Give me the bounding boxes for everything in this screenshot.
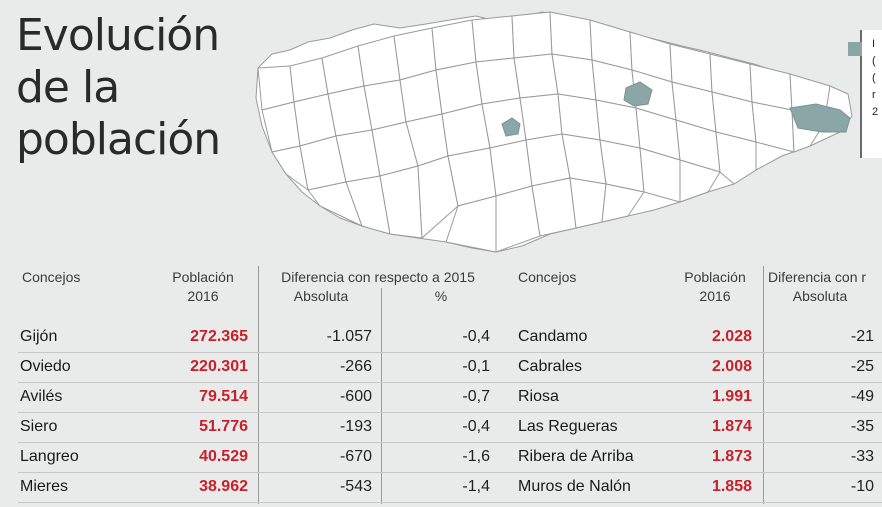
table-row: Langreo 40.529 -670 -1,6 Ribera de Arrib… (0, 442, 882, 472)
absolute-diff: -25 (850, 358, 874, 375)
table-row: Mieres 38.962 -543 -1,4 Muros de Nalón 1… (0, 472, 882, 502)
population-value: 51.776 (199, 418, 248, 435)
concejo-name: Langreo (20, 448, 79, 465)
header-absoluta-left: Absoluta (293, 288, 349, 304)
row-divider (18, 442, 882, 443)
row-divider (18, 412, 882, 413)
absolute-diff: -35 (850, 418, 874, 435)
table-row: Siero 51.776 -193 -0,4 Las Regueras 1.87… (0, 412, 882, 442)
header-poblacion-right-line1: Población (684, 269, 746, 285)
population-value: 220.301 (190, 358, 248, 375)
population-value: 1.991 (711, 388, 752, 405)
absolute-diff: -33 (850, 448, 874, 465)
population-value: 79.514 (199, 388, 248, 405)
population-value: 2.008 (711, 358, 752, 375)
concejo-name: Candamo (518, 328, 588, 345)
percent-diff: -1,4 (462, 478, 490, 495)
percent-diff: -0,4 (462, 418, 490, 435)
highlight-cabrales (789, 103, 851, 133)
absolute-diff: -1.057 (326, 328, 372, 345)
header-poblacion-right: Población 2016 (670, 268, 760, 306)
title-line-1: Evolución (16, 10, 220, 61)
legend-line-1: I (872, 38, 876, 50)
column-divider (763, 266, 764, 504)
table-row: Oviedo 220.301 -266 -0,1 Cabrales 2.008 … (0, 352, 882, 382)
legend-text: I ( ( r 2 (872, 36, 878, 121)
percent-diff: -0,7 (462, 388, 490, 405)
absolute-diff: -600 (339, 388, 372, 405)
header-diferencia-right: Diferencia con r (768, 269, 867, 285)
header-poblacion-right-line2: 2016 (699, 288, 731, 304)
row-divider (18, 382, 882, 383)
title-line-2: de la (16, 62, 120, 113)
concejo-name: Las Regueras (518, 418, 618, 435)
row-divider (18, 502, 882, 503)
column-divider (381, 288, 382, 504)
absolute-diff: -543 (339, 478, 372, 495)
highlight-riosa (623, 81, 653, 107)
population-value: 2.028 (711, 328, 752, 345)
legend-line-3: ( (872, 72, 876, 84)
row-divider (18, 472, 882, 473)
concejo-name: Oviedo (20, 358, 71, 375)
header-absoluta-right: Absoluta (792, 288, 848, 304)
header-percent-left: % (434, 288, 448, 304)
concejo-name: Siero (20, 418, 58, 435)
table-row: Avilés 79.514 -600 -0,7 Riosa 1.991 -49 (0, 382, 882, 412)
concejo-name: Avilés (20, 388, 63, 405)
legend-line-2: ( (872, 55, 876, 67)
legend-line-4: r (872, 89, 876, 101)
absolute-diff: -21 (850, 328, 874, 345)
legend-swatch (848, 42, 862, 56)
population-value: 38.962 (199, 478, 248, 495)
header-diferencia-left: Diferencia con respecto a 2015 (281, 269, 475, 285)
title-line-3: población (16, 114, 221, 165)
population-value: 40.529 (199, 448, 248, 465)
population-value: 1.874 (711, 418, 752, 435)
percent-diff: -0,4 (462, 328, 490, 345)
absolute-diff: -193 (339, 418, 372, 435)
absolute-diff: -670 (339, 448, 372, 465)
concejo-name: Cabrales (518, 358, 583, 375)
header-poblacion-left-line2: 2016 (187, 288, 219, 304)
table-row: Gijón 272.365 -1.057 -0,4 Candamo 2.028 … (0, 322, 882, 352)
header-concejos-left: Concejos (22, 269, 81, 285)
legend-box (860, 30, 882, 158)
absolute-diff: -10 (850, 478, 874, 495)
page-title: Evolución de la población (16, 10, 221, 166)
percent-diff: -1,6 (462, 448, 490, 465)
absolute-diff: -49 (850, 388, 874, 405)
highlight-candamo (501, 117, 521, 137)
header-poblacion-left-line1: Población (172, 269, 234, 285)
column-divider (258, 266, 259, 504)
absolute-diff: -266 (339, 358, 372, 375)
concejo-name: Muros de Nalón (518, 478, 631, 495)
legend-line-5: 2 (872, 106, 879, 118)
asturias-map (255, 11, 853, 253)
concejo-name: Riosa (518, 388, 559, 405)
percent-diff: -0,1 (462, 358, 490, 375)
row-divider (18, 352, 882, 353)
header-concejos-right: Concejos (518, 269, 577, 285)
concejo-name: Mieres (20, 478, 69, 495)
population-value: 1.858 (711, 478, 752, 495)
header-poblacion-left: Población 2016 (158, 268, 248, 306)
population-table: Concejos Población 2016 Diferencia con r… (0, 258, 882, 507)
population-value: 272.365 (190, 328, 248, 345)
population-value: 1.873 (711, 448, 752, 465)
concejo-name: Ribera de Arriba (518, 448, 634, 465)
concejo-name: Gijón (20, 328, 58, 345)
